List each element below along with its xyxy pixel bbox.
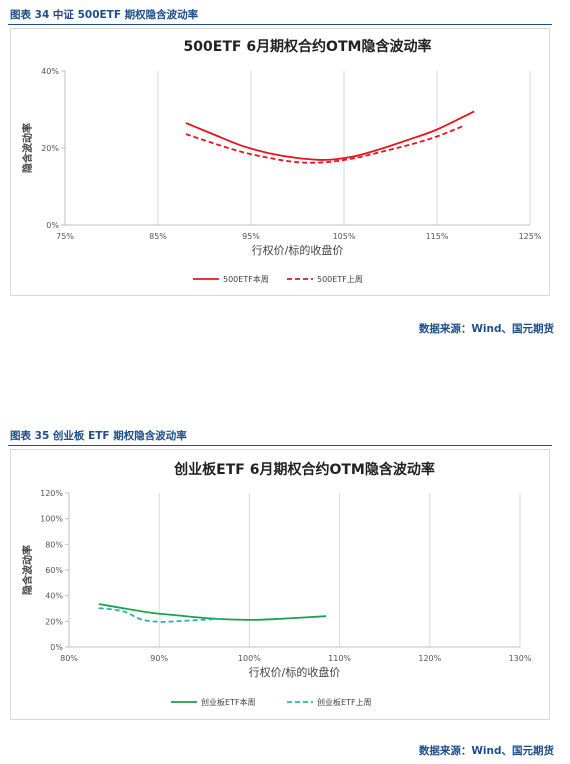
x-axis-label: 行权价/标的收盘价 bbox=[252, 243, 344, 257]
x-tick-label: 110% bbox=[328, 654, 351, 663]
y-tick-label: 100% bbox=[40, 515, 63, 524]
y-axis-label: 隐含波动率 bbox=[21, 545, 34, 595]
series-line-1 bbox=[98, 603, 327, 621]
y-tick-label: 120% bbox=[40, 489, 63, 498]
legend-label: 创业板ETF上周 bbox=[317, 697, 372, 707]
legend-label: 500ETF本周 bbox=[223, 274, 269, 284]
y-tick-label: 20% bbox=[45, 617, 63, 626]
x-tick-label: 105% bbox=[333, 232, 356, 241]
x-axis-label: 行权价/标的收盘价 bbox=[249, 665, 341, 679]
chart-title: 创业板ETF 6月期权合约OTM隐含波动率 bbox=[173, 461, 435, 478]
y-tick-label: 40% bbox=[41, 67, 59, 76]
figure-caption: 图表 34 中证 500ETF 期权隐含波动率 bbox=[10, 9, 199, 21]
x-tick-label: 115% bbox=[426, 232, 449, 241]
caption-divider bbox=[8, 24, 552, 25]
y-tick-label: 80% bbox=[45, 540, 63, 549]
data-source: 数据来源：Wind、国元期货 bbox=[418, 745, 554, 757]
legend-label: 500ETF上周 bbox=[317, 275, 363, 284]
figure-caption: 图表 35 创业板 ETF 期权隐含波动率 bbox=[10, 430, 187, 442]
chart-500etf: 500ETF 6月期权合约OTM隐含波动率 75% 85% 95% 105% 115% 12… bbox=[21, 38, 542, 284]
x-tick-label: 90% bbox=[150, 654, 168, 663]
series-line-2 bbox=[98, 607, 223, 623]
y-tick-label: 0% bbox=[46, 221, 59, 230]
y-axis-label: 隐含波动率 bbox=[21, 123, 34, 173]
x-tick-label: 85% bbox=[149, 232, 167, 241]
chart-title: 500ETF 6月期权合约OTM隐含波动率 bbox=[184, 38, 432, 55]
caption-divider bbox=[8, 445, 552, 446]
x-tick-label: 75% bbox=[56, 232, 74, 241]
chart-chinext-etf: 创业板ETF 6月期权合约OTM隐含波动率 80% 90% 100% 110% 120% 1… bbox=[21, 461, 532, 707]
x-tick-label: 80% bbox=[60, 654, 78, 663]
x-tick-label: 120% bbox=[418, 654, 441, 663]
y-tick-label: 60% bbox=[45, 566, 63, 575]
y-tick-label: 0% bbox=[50, 643, 63, 652]
legend-label: 创业板ETF本周 bbox=[201, 697, 256, 707]
data-source: 数据来源：Wind、国元期货 bbox=[418, 323, 554, 335]
chart-panel: 创业板ETF 6月期权合约OTM隐含波动率 80% 90% 100% 110% 120% 1… bbox=[10, 449, 550, 720]
x-tick-label: 125% bbox=[519, 232, 542, 241]
x-tick-label: 100% bbox=[238, 654, 261, 663]
y-tick-label: 40% bbox=[45, 592, 63, 601]
x-tick-label: 95% bbox=[242, 232, 260, 241]
y-tick-label: 20% bbox=[41, 144, 59, 153]
chart-panel: 500ETF 6月期权合约OTM隐含波动率 75% 85% 95% 105% 115% 12… bbox=[10, 28, 550, 296]
series-line-1 bbox=[185, 110, 475, 161]
x-tick-label: 130% bbox=[509, 654, 532, 663]
series-line-2 bbox=[185, 124, 466, 164]
